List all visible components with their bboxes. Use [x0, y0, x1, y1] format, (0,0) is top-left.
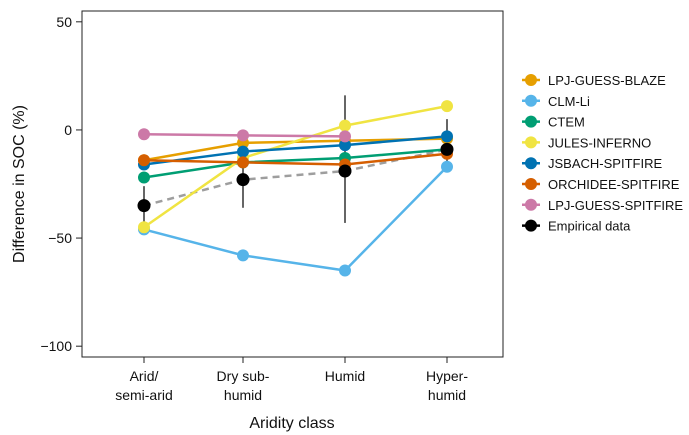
series-point — [339, 119, 351, 132]
empirical-point — [338, 164, 352, 178]
series-point — [138, 154, 150, 167]
y-tick-label: −50 — [48, 230, 72, 246]
legend-label: JULES-INFERNO — [548, 135, 651, 150]
series-point — [441, 130, 453, 143]
series-point — [237, 129, 249, 142]
series-lines — [143, 104, 448, 272]
series-point — [237, 156, 249, 169]
empirical-point — [440, 142, 454, 156]
legend-marker — [525, 219, 537, 232]
plot-frame-group — [81, 10, 504, 358]
series-point — [237, 249, 249, 262]
legend-marker — [525, 94, 537, 107]
series-point — [441, 100, 453, 113]
legend-label: LPJ-GUESS-BLAZE — [548, 73, 666, 88]
series-point — [339, 130, 351, 143]
series-point — [441, 160, 453, 173]
legend-marker — [525, 198, 537, 211]
legend-label: JSBACH-SPITFIRE — [548, 156, 662, 171]
legend-label: LPJ-GUESS-SPITFIRE — [548, 198, 683, 213]
empirical-point — [137, 199, 151, 213]
legend-label: CTEM — [548, 115, 585, 130]
legend-label: CLM-Li — [548, 94, 590, 109]
series-point — [138, 128, 150, 141]
series-line — [143, 135, 448, 166]
x-axis-title: Aridity class — [249, 415, 334, 432]
legend-label: Empirical data — [548, 219, 631, 234]
y-tick-label: 0 — [64, 122, 72, 138]
legend-marker — [525, 178, 537, 190]
x-tick-label: Humid — [325, 368, 365, 384]
legend-marker — [525, 74, 537, 86]
legend-marker — [525, 115, 537, 128]
legend: LPJ-GUESS-BLAZE CLM-Li CTEM JULES-INFERNO JS… — [522, 73, 683, 234]
x-tick-label: Arid/semi-arid — [115, 368, 173, 403]
legend-label: ORCHIDEE-SPITFIRE — [548, 177, 680, 192]
y-axis-title: Difference in SOC (%) — [11, 105, 28, 263]
series-line — [143, 152, 448, 166]
legend-marker — [525, 136, 537, 149]
series-line — [143, 148, 448, 179]
series-point — [138, 221, 150, 234]
series-point — [138, 171, 150, 184]
x-tick-label: Hyper-humid — [426, 368, 468, 403]
legend-marker — [525, 157, 537, 170]
series-line — [143, 104, 448, 229]
data-points — [137, 100, 454, 277]
series-point — [339, 139, 351, 152]
y-axis: 50 0 −50 −100 — [40, 14, 82, 354]
series-point — [339, 264, 351, 277]
series-line — [143, 165, 448, 272]
x-tick-label: Dry sub-humid — [217, 368, 270, 403]
empirical-point — [236, 173, 250, 187]
y-tick-label: −100 — [40, 338, 72, 354]
x-axis: Arid/semi-arid Dry sub-humid Humid Hyper-hu… — [115, 357, 468, 403]
y-tick-label: 50 — [56, 14, 72, 30]
series-point — [237, 145, 249, 158]
plot-frame — [81, 10, 504, 358]
